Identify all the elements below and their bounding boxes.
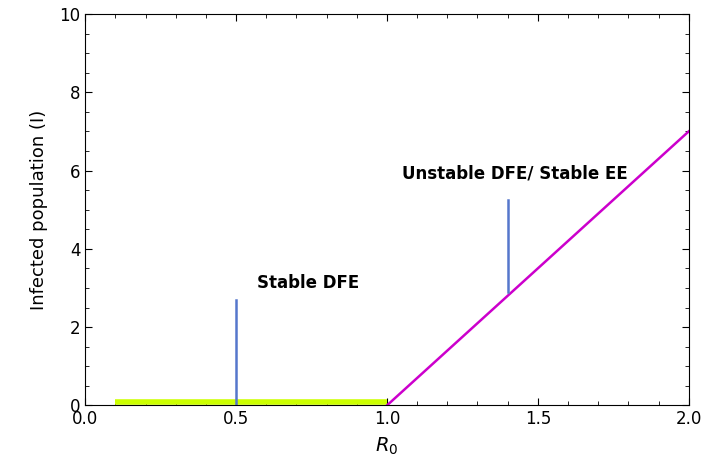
Text: Unstable DFE/ Stable EE: Unstable DFE/ Stable EE	[402, 164, 628, 182]
Y-axis label: Infected population (I): Infected population (I)	[30, 110, 48, 310]
X-axis label: $R_0$: $R_0$	[376, 435, 398, 457]
Text: Stable DFE: Stable DFE	[257, 274, 359, 292]
